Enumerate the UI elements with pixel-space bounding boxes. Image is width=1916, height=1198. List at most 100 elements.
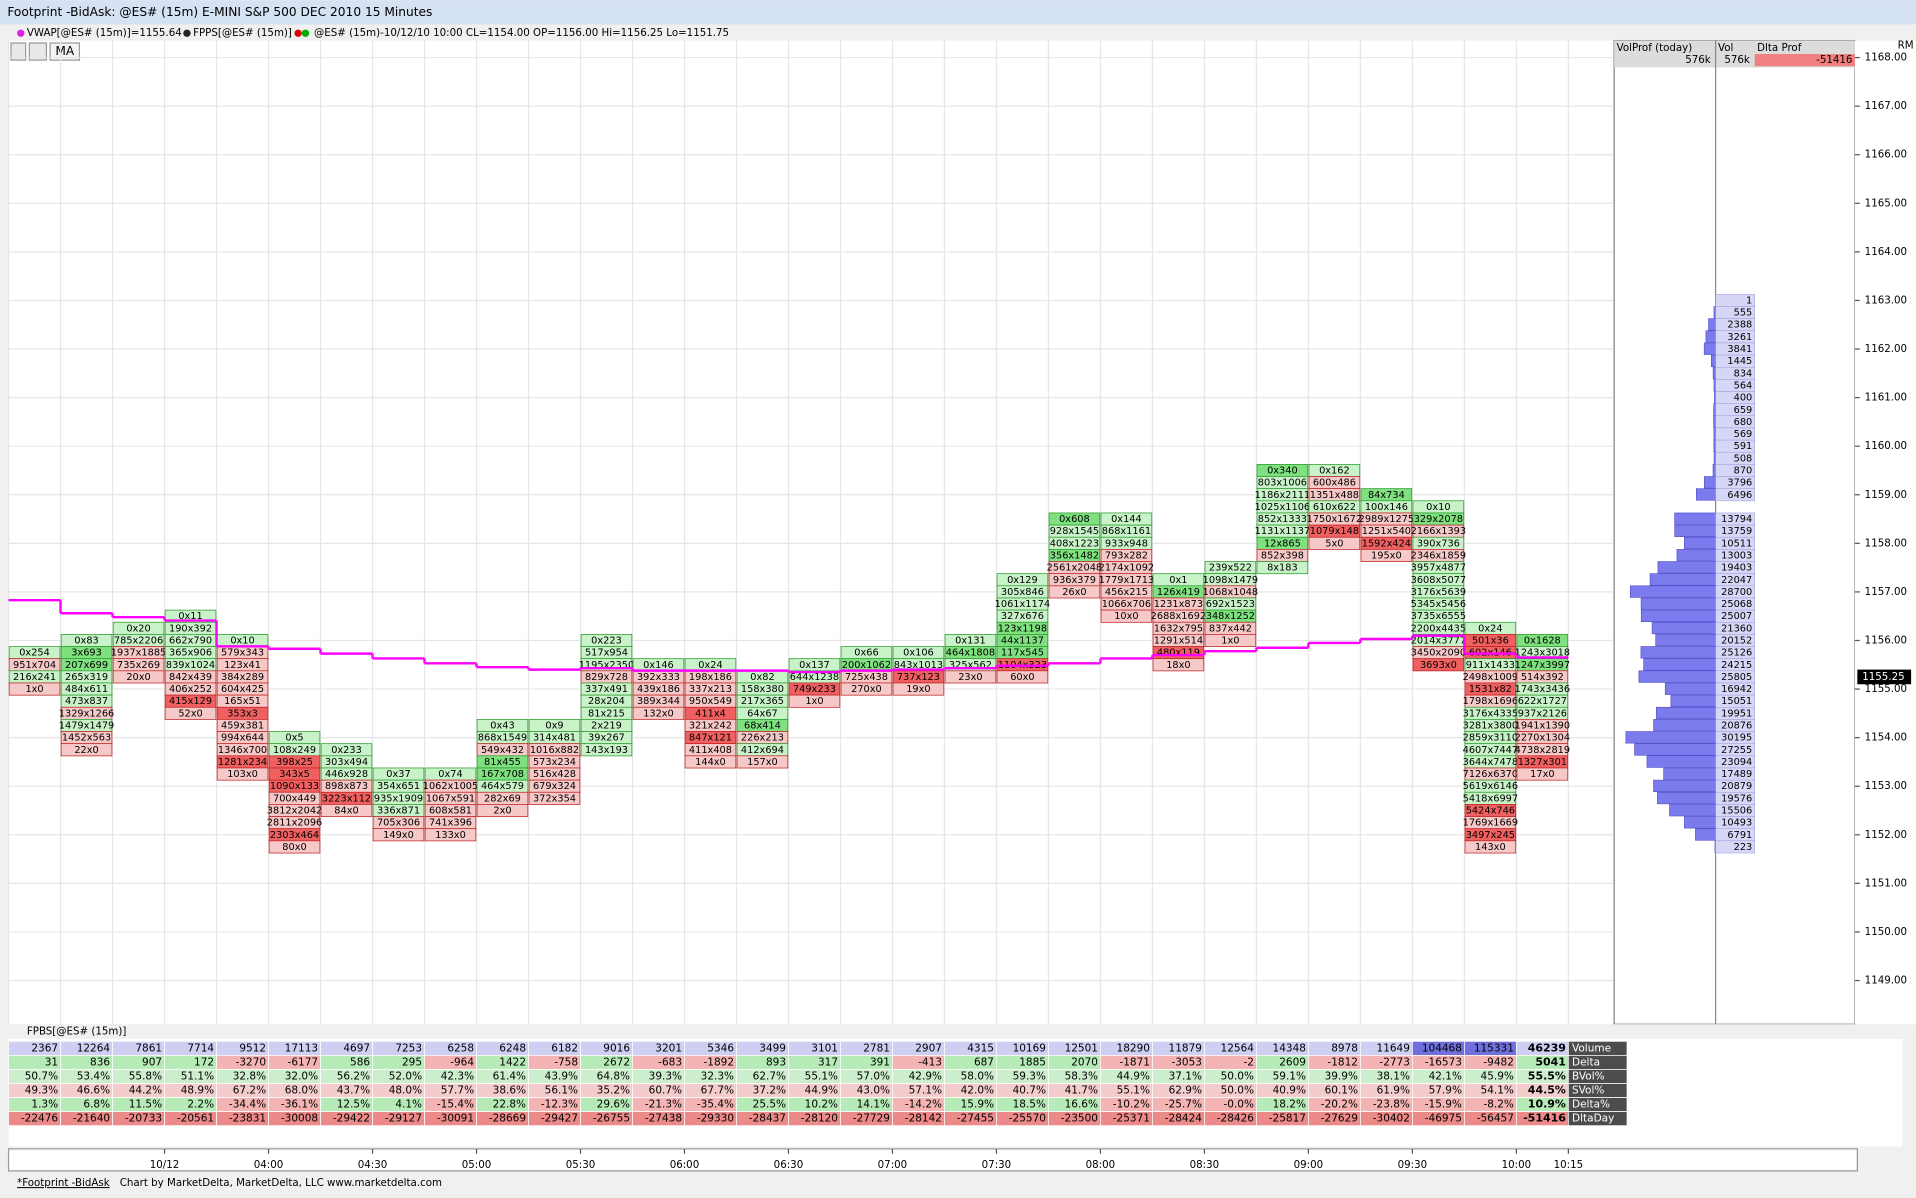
volume-bar [1684,536,1716,550]
footprint-cell-label: 1098x1479 [1203,575,1259,586]
stats-value: 2907 [915,1042,942,1054]
volume-bar [1674,524,1716,537]
stats-value: 61.9% [1377,1085,1410,1097]
footprint-cell-label: 928x1545 [1050,526,1099,537]
vwap-icon [17,29,25,37]
footprint-cell-label: 354x651 [377,781,420,792]
volume-cell [1715,840,1755,854]
volume-bar [1711,354,1716,367]
footprint-cell-label: 1351x488 [1310,490,1359,501]
stats-value: 48.9% [181,1085,214,1097]
stats-value: -16573 [1425,1056,1462,1068]
ma-button[interactable] [49,42,81,61]
footprint-cell-label: 3957x4877 [1411,563,1467,574]
status-bar [0,1173,1916,1198]
footprint-cell-label: 3644x7478 [1463,757,1519,768]
volume-label: 834 [1734,368,1753,379]
stats-value: 172 [194,1056,214,1068]
stats-value: 10.2% [805,1099,838,1111]
volume-label: 21360 [1721,623,1752,634]
footprint-cell [1256,561,1309,575]
volume-label: 659 [1734,405,1753,416]
stats-value: 295 [402,1056,422,1068]
footprint-cell-label: 935x1909 [374,793,423,804]
price-tick-label: 1159.00 [1865,489,1907,501]
footprint-cell-label: 1251x540 [1362,526,1411,537]
stats-value: 61.4% [493,1070,526,1082]
price-tick-label: 1160.00 [1865,440,1907,452]
stats-value: 17113 [285,1042,318,1054]
footprint-cell [892,682,945,696]
stats-value: -27729 [853,1113,890,1125]
stats-value: 7861 [135,1042,162,1054]
footprint-cell-label: 1061x1174 [995,599,1051,610]
volume-bar [1634,743,1716,756]
footprint-cell-label: 84x734 [1368,490,1405,501]
stats-value: -30091 [437,1113,474,1125]
stats-value: 40.9% [1273,1085,1306,1097]
footprint-cell-label: 1281x234 [218,757,267,768]
footprint-cell-label: 2346x1859 [1411,550,1467,561]
tool-button[interactable] [10,42,27,61]
footprint-cell-label: 446x928 [325,769,368,780]
volume-label: 22047 [1721,575,1752,586]
footprint-cell-label: 2270x1304 [1515,733,1571,744]
footprint-cell-label: 1769x1669 [1463,818,1519,829]
volume-bar [1638,670,1716,683]
stats-value: 42.3% [441,1070,474,1082]
footprint-cell-label: 1079x148 [1310,526,1359,537]
footprint-cell [1308,536,1361,550]
footprint-cell-label: 0x1628 [1524,635,1561,646]
stats-value: -1892 [704,1056,735,1068]
footprint-cell-label: 608x581 [429,806,472,817]
chart-tab[interactable]: *Footprint -BidAsk [17,1177,110,1189]
footprint-cell-label: 411x4 [695,708,726,719]
footprint-cell-label: 200x1062 [842,660,891,671]
volume-bar [1712,464,1716,477]
footprint-cell-label: 3176x4335 [1463,708,1519,719]
volume-label: 25007 [1721,611,1752,622]
volume-bar [1712,366,1716,380]
footprint-cell-label: 549x432 [481,745,524,756]
volume-label: 16942 [1721,684,1752,695]
stats-value: 317 [818,1056,838,1068]
volume-label: 17489 [1721,769,1752,780]
footprint-cell-label: 165x51 [224,696,261,707]
stats-value: 62.9% [1169,1085,1202,1097]
stats-value: 48.0% [389,1085,422,1097]
footprint-cell-label: 1743x3436 [1515,684,1571,695]
footprint-cell-label: 898x873 [325,781,368,792]
volume-label: 25805 [1721,672,1752,683]
volume-bar [1708,318,1716,331]
footprint-cell-label: 459x381 [221,720,264,731]
footprint-cell-label: 198x186 [689,672,732,683]
volume-label: 1 [1746,295,1752,306]
volume-bar [1713,427,1716,440]
footprint-cell-label: 705x306 [377,818,420,829]
volume-label: 15051 [1721,696,1752,707]
footprint-cell-label: 372x354 [533,793,576,804]
stats-value: 38.6% [493,1085,526,1097]
footprint-cell-label: 19x0 [906,684,930,695]
footprint-cell-label: 951x704 [13,660,56,671]
footprint-cell-label: 103x0 [227,769,258,780]
footprint-cell-label: 20x0 [126,672,150,683]
stats-value: -20561 [177,1113,214,1125]
stats-value: 44.9% [805,1085,838,1097]
stats-value: -413 [918,1056,942,1068]
stats-value: 45.9% [1481,1070,1514,1082]
footprint-cell-label: 18x0 [1166,660,1190,671]
footprint-cell-label: 0x24 [1478,623,1502,634]
stats-value: 39.3% [649,1070,682,1082]
stats-value: 11.5% [129,1099,162,1111]
tool-button[interactable] [28,42,48,61]
footprint-cell [1152,658,1205,672]
footprint-cell-label: 0x254 [19,648,50,659]
footprint-cell-label: 0x11 [178,611,202,622]
volume-bar [1653,719,1716,732]
footprint-cell-label: 2166x1393 [1411,526,1467,537]
footprint-cell-label: 365x906 [169,648,212,659]
footprint-cell-label: 0x10 [230,635,254,646]
footprint-cell-label: 1779x1713 [1099,575,1155,586]
footprint-cell-label: 5424x746 [1466,806,1515,817]
